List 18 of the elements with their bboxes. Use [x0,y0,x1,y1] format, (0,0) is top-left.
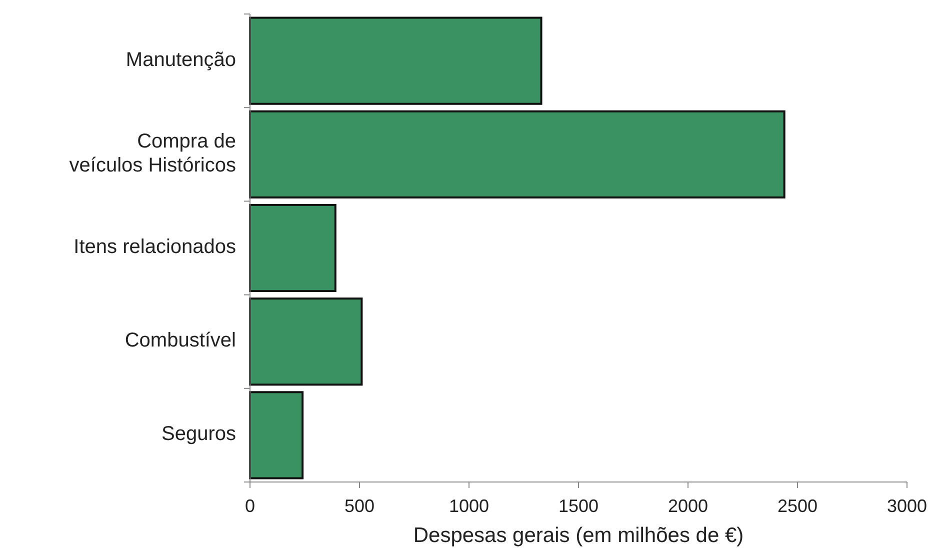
x-tick-label: 2500 [777,496,818,516]
y-tick-label: Compra de veículos Históricos [69,130,236,177]
x-tick-label: 0 [244,496,256,516]
x-tick-label: 2000 [668,496,708,516]
bar [249,298,363,386]
y-tick-label: Seguros [162,423,236,446]
x-tick-label: 3000 [886,496,928,516]
x-tick-label: 1500 [558,496,599,516]
y-tick-label: Manutenção [126,49,236,72]
x-tick-label: 1000 [448,496,490,516]
y-tick-label: Combustível [124,330,236,352]
y-tick-label: Itens relacionados [74,236,236,258]
x-axis-title: Despesas gerais (em milhões de €) [413,524,744,547]
bar [249,204,336,292]
bar [249,391,304,480]
bar [249,16,542,105]
bar [249,110,786,198]
x-tick-label: 500 [344,496,375,516]
